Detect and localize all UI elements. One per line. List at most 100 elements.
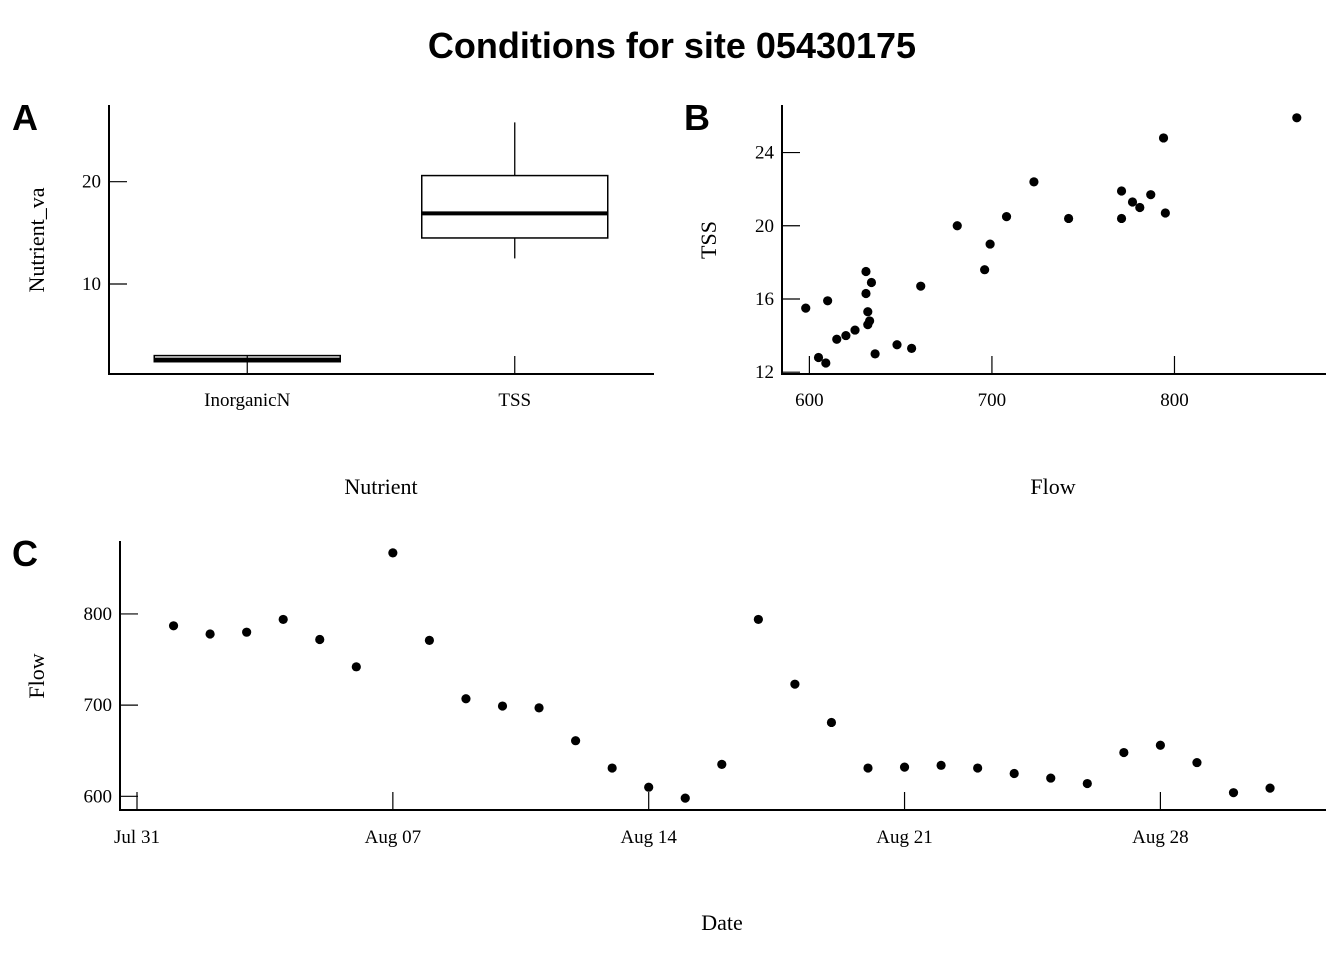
data-point: [680, 793, 690, 803]
data-point: [832, 334, 842, 344]
data-point: [1116, 213, 1127, 224]
data-point: [980, 265, 990, 275]
data-point: [863, 307, 873, 317]
x-tick-label: Aug 14: [620, 827, 677, 848]
data-point: [1160, 208, 1170, 218]
data-point: [278, 614, 288, 625]
data-point: [952, 221, 962, 231]
data-point: [607, 763, 617, 773]
panel-c-ylabel: Flow: [24, 653, 49, 698]
data-point: [936, 760, 946, 770]
data-point: [1001, 212, 1012, 222]
panel-a: A InorganicN TSS 10 20 Nutrient Nutrient_va: [12, 97, 654, 499]
data-point: [821, 358, 831, 368]
panel-b-xlabel: Flow: [1030, 474, 1075, 499]
data-point: [461, 694, 471, 704]
data-point: [315, 634, 325, 645]
data-point: [168, 621, 179, 631]
data-point: [1029, 177, 1039, 187]
data-point: [866, 277, 877, 288]
panel-b: B 600 700 800 12 16 20 24 Flow TSS: [684, 97, 1326, 499]
data-point: [985, 239, 995, 249]
boxplot-area: InorganicN TSS 10 20: [82, 122, 609, 411]
y-tick-label: 24: [755, 143, 775, 164]
panel-c: C Jul 31 Aug 07 Aug 14 Aug 21 Aug 28 600 700 80…: [12, 533, 1326, 935]
data-point: [717, 759, 727, 770]
data-point: [801, 303, 811, 313]
data-point: [861, 266, 871, 277]
data-point: [497, 701, 508, 711]
y-tick-label: 700: [84, 695, 113, 716]
x-tick-label: TSS: [498, 390, 531, 411]
data-point: [790, 679, 800, 689]
data-point: [351, 662, 361, 672]
x-tick-label: 700: [978, 390, 1007, 411]
data-point: [1116, 186, 1127, 196]
data-point: [1064, 213, 1074, 224]
data-point: [534, 703, 544, 713]
y-tick-label: 800: [84, 604, 113, 625]
x-tick-label: 600: [795, 390, 824, 411]
timeseries-area: Jul 31 Aug 07 Aug 14 Aug 21 Aug 28 600 700 800: [84, 548, 1275, 848]
data-point: [841, 330, 851, 341]
y-tick-label: 20: [755, 216, 774, 237]
data-point: [892, 340, 902, 350]
x-tick-label: Jul 31: [114, 827, 160, 848]
data-point: [424, 635, 434, 645]
panel-label-a: A: [12, 97, 38, 138]
data-point: [1192, 757, 1202, 768]
figure-title: Conditions for site 05430175: [428, 25, 916, 66]
data-point: [1082, 778, 1092, 789]
data-point: [861, 288, 871, 299]
data-point: [1228, 788, 1239, 798]
data-point: [973, 763, 983, 773]
panel-label-c: C: [12, 533, 38, 574]
data-point: [813, 352, 824, 363]
y-tick-label: 16: [755, 289, 774, 310]
data-point: [865, 316, 875, 326]
data-point: [1046, 773, 1056, 783]
x-tick-label: InorganicN: [204, 390, 290, 411]
data-point: [907, 343, 917, 353]
data-point: [1009, 768, 1019, 779]
panel-b-ylabel: TSS: [696, 221, 721, 259]
panel-c-axes: [119, 541, 1326, 811]
data-point: [1127, 197, 1138, 207]
y-tick-label: 20: [82, 172, 101, 193]
data-point: [1135, 202, 1145, 213]
data-point: [850, 325, 860, 335]
data-point: [242, 627, 252, 637]
data-point: [899, 762, 910, 772]
y-tick-label: 12: [755, 362, 774, 383]
x-tick-label: 800: [1160, 390, 1189, 411]
data-point: [571, 736, 581, 746]
data-point: [863, 763, 873, 773]
box-iqr: [421, 174, 609, 239]
data-point: [870, 349, 880, 359]
data-point: [826, 717, 837, 728]
x-tick-label: Aug 07: [365, 827, 421, 848]
data-point: [1265, 783, 1275, 793]
data-point: [388, 548, 398, 558]
scatter-area: 600 700 800 12 16 20 24: [755, 113, 1302, 411]
data-point: [1146, 190, 1156, 200]
panel-a-xlabel: Nutrient: [344, 474, 417, 499]
panel-label-b: B: [684, 97, 710, 138]
data-point: [1158, 133, 1169, 143]
y-tick-label: 10: [82, 274, 101, 295]
panel-b-axes: [781, 105, 1326, 375]
x-tick-label: Aug 21: [876, 827, 932, 848]
x-tick-label: Aug 28: [1132, 827, 1188, 848]
data-point: [644, 782, 654, 792]
data-point: [205, 629, 215, 639]
panel-c-xlabel: Date: [701, 910, 743, 935]
data-point: [1155, 740, 1165, 750]
data-point: [916, 281, 926, 291]
panel-a-axes: [108, 105, 654, 375]
data-point: [753, 614, 763, 625]
data-point: [1292, 113, 1302, 123]
panel-a-ylabel: Nutrient_va: [24, 187, 49, 292]
data-point: [823, 296, 833, 306]
y-tick-label: 600: [84, 786, 113, 807]
